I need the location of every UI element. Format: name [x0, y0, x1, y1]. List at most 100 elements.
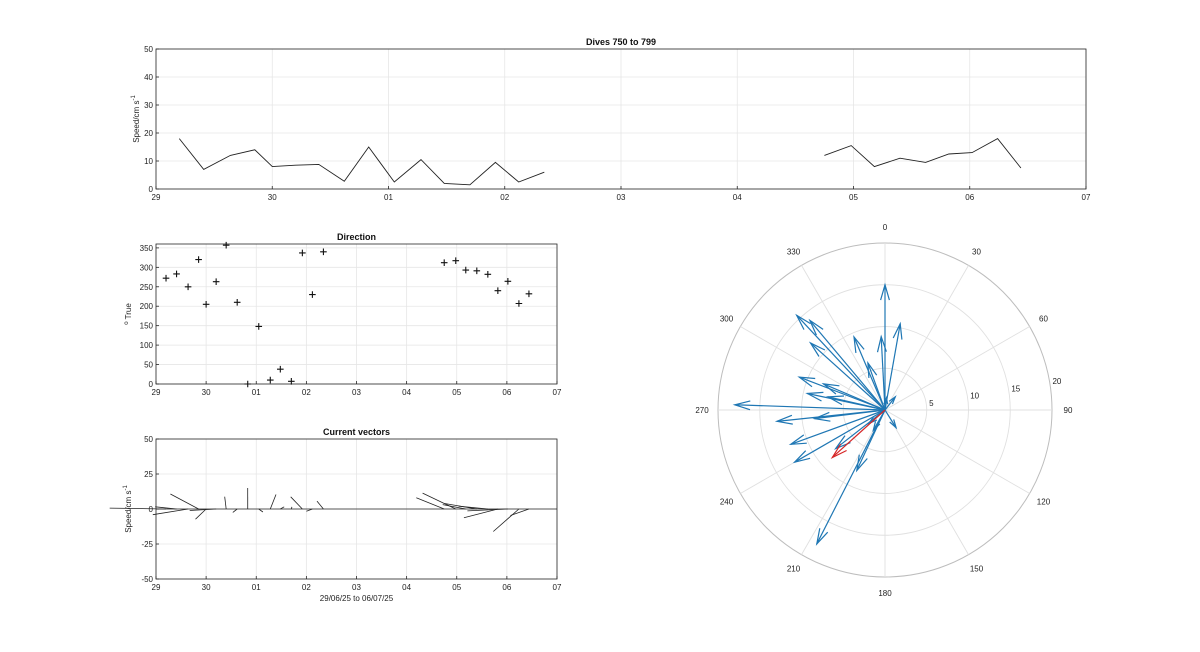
chart-title: Direction — [337, 232, 376, 242]
current-vector-stick — [258, 508, 264, 513]
current-vector-stick — [306, 508, 313, 512]
x-tick-label: 02 — [302, 388, 311, 397]
current-vector-stick — [416, 497, 445, 510]
current-vector-stick — [510, 508, 530, 516]
angular-grid-line — [884, 409, 1030, 494]
current-vector-stick — [155, 506, 177, 510]
current-vector-stick — [290, 496, 303, 510]
compass-arrow-head — [883, 395, 889, 405]
x-tick-label: 29 — [152, 193, 161, 202]
direction-point — [484, 271, 492, 278]
compass-arrow-head — [825, 395, 845, 406]
compass-arrow-head — [889, 419, 898, 430]
x-tick-label: 02 — [302, 583, 311, 592]
compass-arrow-head — [872, 421, 881, 433]
compass-arrow-shaft — [853, 336, 886, 411]
current-vector-stick — [467, 508, 508, 512]
y-axis-label: o True — [124, 303, 133, 325]
current-vector-stick — [170, 493, 199, 510]
y-tick-label: -50 — [141, 575, 153, 584]
current-vector-stick — [232, 508, 238, 513]
current-vector-stick — [152, 508, 189, 516]
r-tick-label: 20 — [1052, 377, 1061, 386]
x-tick-label: 04 — [733, 193, 742, 202]
direction-point — [462, 266, 470, 274]
x-tick-label: 05 — [849, 193, 858, 202]
compass-arrow-shaft — [799, 376, 886, 411]
y-axis-label-exponent: -1 — [131, 95, 137, 101]
x-tick-label: 07 — [553, 583, 562, 592]
direction-point — [173, 270, 180, 278]
current-vector-stick — [493, 508, 520, 532]
compass-arrow-head — [812, 411, 831, 422]
compass-arrow-head — [808, 341, 826, 357]
y-tick-label: 40 — [144, 73, 153, 82]
current-vector-stick — [442, 504, 466, 510]
y-tick-label: 100 — [140, 341, 154, 350]
x-tick-label: 30 — [202, 388, 211, 397]
current-vector-stick — [195, 508, 207, 520]
compass-arrow-head — [808, 318, 824, 336]
direction-point — [195, 256, 202, 263]
x-tick-label: 05 — [452, 388, 461, 397]
y-tick-label: 25 — [144, 470, 153, 479]
compass-arrow-shaft — [816, 409, 886, 545]
direction-point — [473, 267, 481, 275]
current-vector-stick — [290, 506, 293, 510]
compass-arrow-head — [792, 450, 811, 464]
direction-point — [202, 300, 210, 308]
theta-tick-label: 0 — [883, 223, 888, 232]
compass-arrow-head — [880, 282, 890, 301]
current-vector-stick — [189, 508, 217, 511]
y-tick-label: 250 — [140, 283, 154, 292]
chart-title: Dives 750 to 799 — [586, 37, 656, 47]
x-tick-label: 29 — [152, 388, 161, 397]
y-tick-label: 150 — [140, 322, 154, 331]
direction-point — [288, 377, 295, 385]
x-tick-label: 30 — [202, 583, 211, 592]
theta-tick-label: 270 — [695, 406, 709, 415]
compass-arrow-head — [805, 391, 824, 402]
compass-arrow-shaft — [831, 409, 886, 458]
compass-arrow-head — [834, 435, 851, 450]
r-tick-label: 15 — [1011, 384, 1020, 393]
compass-arrow-shaft — [884, 323, 901, 411]
x-tick-label: 30 — [268, 193, 277, 202]
y-axis-label-degree: o — [124, 321, 130, 325]
compass-arrow-head — [867, 415, 878, 425]
angular-grid-line — [740, 326, 886, 411]
theta-tick-label: 210 — [787, 564, 801, 573]
y-tick-label: 30 — [144, 101, 153, 110]
y-tick-label: 0 — [149, 505, 154, 514]
compass-arrow-shaft — [880, 336, 886, 411]
angular-grid-line — [884, 326, 1030, 411]
y-tick-label: 50 — [144, 45, 153, 54]
current-vector-stick — [109, 507, 167, 510]
compass-arrow-shaft — [810, 342, 886, 411]
x-tick-label: 07 — [553, 388, 562, 397]
compass-arrow-shaft — [796, 314, 886, 411]
theta-tick-label: 150 — [970, 564, 984, 573]
theta-tick-label: 300 — [720, 315, 734, 324]
x-tick-label: 04 — [402, 388, 411, 397]
y-tick-label: 200 — [140, 302, 154, 311]
direction-point — [440, 259, 448, 266]
direction-point — [244, 380, 252, 388]
y-tick-label: 0 — [149, 185, 154, 194]
x-tick-label: 03 — [352, 583, 361, 592]
speed-line — [178, 138, 545, 186]
current-vectors-panel: 29 30 01 02 03 04 05 06 07 -50 -25 0 25 50 Current vec… — [109, 427, 562, 603]
theta-tick-label: 120 — [1037, 498, 1051, 507]
x-axis-label: 29/06/25 to 06/07/25 — [320, 594, 394, 603]
x-tick-label: 29 — [152, 583, 161, 592]
direction-point — [212, 278, 220, 286]
direction-point — [452, 257, 460, 265]
compass-arrow-head — [774, 414, 793, 425]
y-axis-label: Speed/cm s-1 — [131, 95, 141, 143]
r-tick-label: 10 — [970, 392, 979, 401]
angular-grid-line — [801, 265, 886, 411]
x-tick-label: 01 — [252, 583, 261, 592]
direction-point — [494, 287, 502, 294]
compass-arrow-shaft — [867, 362, 886, 411]
x-tick-label: 06 — [502, 583, 511, 592]
